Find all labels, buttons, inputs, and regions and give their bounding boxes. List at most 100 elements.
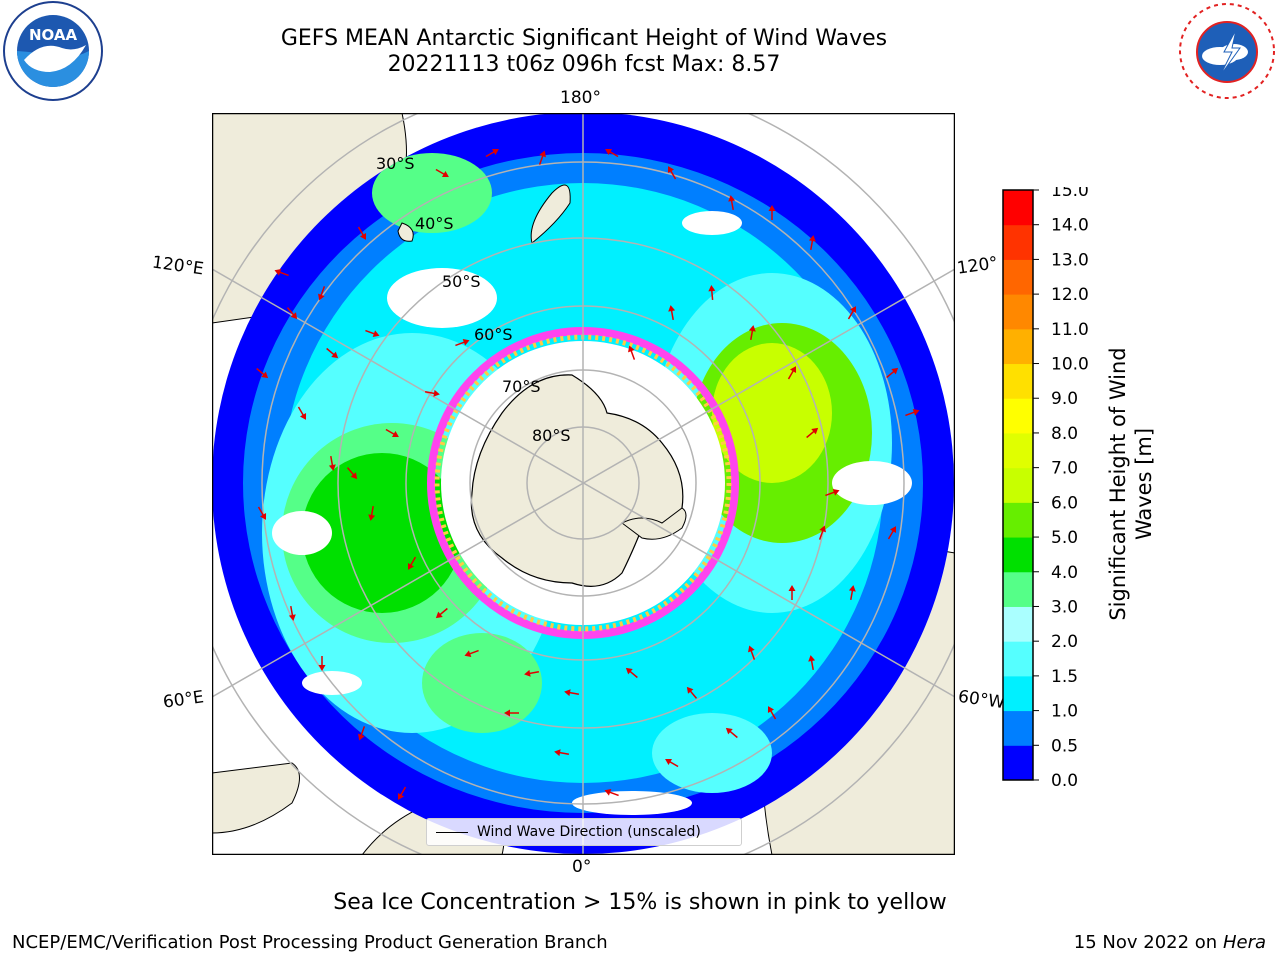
land-new-zealand [530,184,571,244]
nws-logo [1178,2,1276,100]
noaa-logo-text: NOAA [29,26,78,44]
colorbar-tick-label: 14.0 [1051,216,1089,236]
wave-arrow [667,166,677,180]
wave-arrow [604,789,619,797]
wave-arrow [524,669,540,677]
polar-map: 30°S 40°S 50°S 60°S 70°S 80°S [212,113,955,855]
colorbar-block [1003,571,1033,607]
chart-subtitle: 20221113 t06z 096h fcst Max: 8.57 [387,52,781,77]
wave-arrow [725,727,738,739]
colorbar-tick-label: 1.5 [1051,667,1078,687]
colorbar-block [1003,606,1033,642]
map-legend: Wind Wave Direction (unscaled) [426,818,742,846]
wave-arrow [385,428,399,438]
graticule [212,113,955,855]
wave-arrow [257,506,267,520]
colorbar-tick-label: 13.0 [1051,250,1089,270]
date-line: 15 Nov 2022 on Hera [1074,932,1266,953]
lat-label-60: 60°S [474,325,513,344]
colorbar-tick-label: 10.0 [1051,355,1089,375]
wave-arrow [905,409,920,417]
lat-label-40: 40°S [415,214,454,233]
wave-arrow [538,150,546,165]
colorbar-tick-label: 3.0 [1051,597,1078,617]
colorbar-block [1003,328,1033,365]
lat-label-70: 70°S [502,377,541,396]
colorbar-block [1003,537,1033,573]
colorbar-block [1003,432,1033,469]
colorbar-tick-label: 0.0 [1051,771,1078,787]
colorbar-label: Significant Height of Wind Waves [m] [1105,347,1157,620]
lat-label-50: 50°S [442,272,481,291]
wave-arrow [748,645,756,660]
colorbar-block [1003,710,1033,746]
wave-arrow [435,168,449,178]
wave-arrow [504,709,519,717]
wave-arrow [464,649,479,657]
wave-arrow [668,305,676,321]
colorbar-block [1003,363,1033,399]
colorbar-tick-label: 5.0 [1051,528,1078,548]
wave-arrow [424,389,440,397]
colorbar-block [1003,294,1033,330]
colorbar-tick-label: 6.0 [1051,493,1078,513]
wave-arrow [397,786,407,800]
wave-arrow [368,505,376,521]
colorbar-tick-label: 12.0 [1051,285,1089,305]
credit-text: NCEP/EMC/Verification Post Processing Pr… [12,932,608,953]
lon-label-120w: 120° [955,253,1000,279]
wave-arrow [748,325,756,341]
lon-label-180: 180° [560,88,601,108]
colorbar-tick-label: 2.0 [1051,632,1078,652]
lon-label-120e: 120°E [150,252,205,280]
colorbar-tick-label: 0.5 [1051,736,1078,756]
colorbar-tick-label: 7.0 [1051,459,1078,479]
legend-line-sample [436,831,468,833]
wave-arrow [455,339,470,347]
wave-arrow [357,226,367,240]
wave-arrow [288,605,296,621]
wave-arrow [825,489,840,497]
sea-ice-note: Sea Ice Concentration > 15% is shown in … [333,890,947,915]
wave-arrow [767,706,777,720]
noaa-logo: NOAA [3,1,103,101]
wave-arrow [256,367,269,379]
colorbar-block [1003,745,1033,781]
wave-arrow [848,585,856,601]
colorbar-block [1003,224,1033,260]
colorbar-tick-label: 15.0 [1051,187,1089,201]
wave-arrow [286,307,298,320]
colorbar-tick-label: 11.0 [1051,320,1089,340]
lon-label-60e: 60°E [161,687,206,713]
colorbar-tick-label: 8.0 [1051,424,1078,444]
colorbar-block [1003,502,1033,538]
wave-arrow [628,345,636,360]
wave-arrow [554,749,570,757]
wave-arrow [328,455,336,471]
colorbar-block [1003,190,1033,226]
lon-label-0: 0° [572,857,592,877]
wave-arrow [435,607,448,619]
wave-arrow [728,195,736,211]
wave-arrow [787,366,797,380]
colorbar-label-line2: Waves [m] [1132,427,1156,541]
wave-arrow [318,286,326,301]
wave-arrow [806,427,819,439]
colorbar-tick-label: 9.0 [1051,389,1078,409]
colorbar: 0.0 0.5 1.0 1.5 2.0 3.0 4.0 5.0 6.0 7.0 8.0 9.0 10.0… [1002,187,1089,787]
machine-name: Hera [1222,932,1266,953]
wave-arrow [407,556,417,570]
colorbar-block [1003,467,1033,503]
chart-title: GEFS MEAN Antarctic Significant Height o… [280,26,888,51]
wave-arrow [788,585,796,600]
colorbar-block [1003,398,1033,434]
wave-arrow [318,656,326,671]
wave-arrow [808,235,816,251]
colorbar-block [1003,259,1033,295]
wave-arrow [365,329,380,337]
lat-label-30: 30°S [376,154,415,173]
date-text: 15 Nov 2022 [1073,932,1190,953]
wave-arrow [297,406,307,420]
wave-arrow [708,285,716,301]
wave-arrow [808,655,816,671]
